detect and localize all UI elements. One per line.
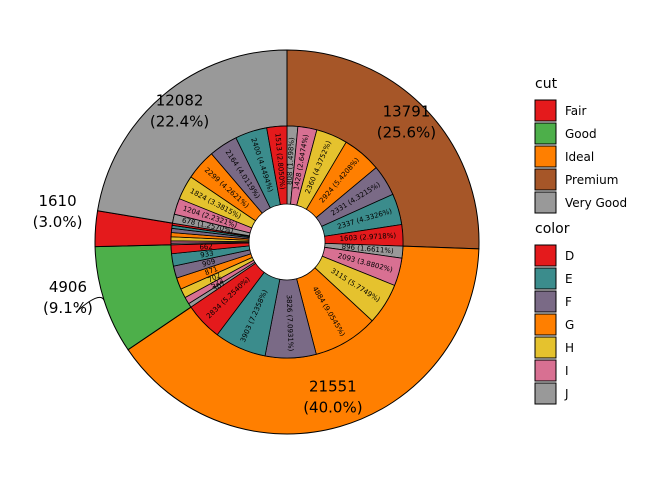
legend-cut: cut Fair Good Ideal Premium Very Good [534,76,627,214]
color-legend-swatch [534,359,557,382]
cut-legend-swatch [534,99,557,122]
color-legend-label: D [565,249,574,263]
color-legend-label: I [565,364,569,378]
cut-legend-label: Premium [565,173,618,187]
outer-slice-percent-label: (9.1%) [43,299,93,317]
color-legend-swatch [534,313,557,336]
outer-slice-percent-label: (40.0%) [303,399,362,417]
outer-slice-value-label: 12082 [156,91,204,109]
inner-slice-label: 933 [200,250,214,260]
cut-legend-swatch [534,168,557,191]
color-legend-swatch [534,267,557,290]
cut-legend-title: cut [535,76,558,92]
outer-slice-value-label: 21551 [309,378,357,396]
color-legend-swatch [534,336,557,359]
inner-slice-label: 909 [201,257,216,268]
cut-legend-label: Good [565,127,597,141]
outer-slice-value-label: 1610 [38,192,76,210]
outer-slice-percent-label: (3.0%) [33,213,83,231]
color-legend-label: H [565,341,574,355]
cut-legend-swatch [534,145,557,168]
outer-labels: 13791 (25.6%) 21551 (40.0%) 4906 (9.1%) 1610 (3… [33,91,436,416]
outer-slice-percent-label: (22.4%) [150,112,209,130]
cut-legend-label: Ideal [565,150,594,164]
outer-slice-value-label: 4906 [49,278,87,296]
cut-legend-swatch [534,191,557,214]
color-legend-label: F [565,295,572,309]
cut-legend-label: Very Good [565,196,627,210]
inner-slice-label: 808 (1.498%) [286,137,296,185]
color-legend-title: color [535,221,570,237]
outer-slice-value-label: 13791 [383,103,431,121]
outer-label-leader [75,296,105,313]
inner-slice-label: 3826 (7.0931%) [285,295,295,352]
cut-legend-swatch [534,122,557,145]
cut-legend-label: Fair [565,104,586,118]
inner-slice-very-good-d [266,125,288,206]
outer-slice-percent-label: (25.6%) [377,124,436,142]
inner-ring [170,125,404,359]
color-legend-swatch [534,244,557,267]
color-legend-swatch [534,382,557,405]
color-legend-label: J [564,387,569,401]
inner-slice-label: 662 [199,243,213,252]
color-legend-swatch [534,290,557,313]
color-legend-label: G [565,318,574,332]
color-legend-label: E [565,272,573,286]
inner-slice-label: 1603 (2.9718%) [339,232,396,243]
